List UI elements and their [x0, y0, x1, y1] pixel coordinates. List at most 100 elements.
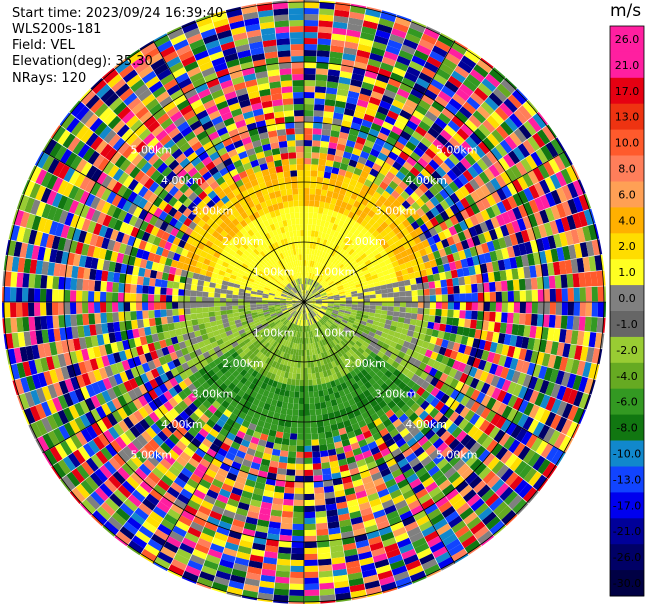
radar-gate: [360, 170, 370, 179]
radar-gate: [564, 259, 573, 274]
radar-gate: [385, 319, 392, 326]
radar-gate: [387, 292, 394, 298]
radar-gate: [405, 302, 413, 308]
radar-gate: [528, 213, 538, 228]
radar-gate: [374, 79, 388, 89]
radar-gate: [314, 492, 325, 500]
radar-gate: [391, 320, 398, 327]
radar-gate: [510, 164, 522, 179]
radar-gate: [412, 109, 425, 121]
radar-gate: [339, 297, 346, 300]
radar-gate: [313, 291, 320, 296]
radar-gate: [532, 226, 542, 240]
radar-gate: [315, 297, 322, 300]
radar-gate: [364, 259, 372, 266]
radar-gate: [292, 517, 304, 524]
radar-gate: [570, 258, 579, 274]
radar-gate: [100, 312, 108, 324]
radar-gate: [331, 250, 337, 257]
radar-gate: [602, 270, 606, 286]
radar-gate: [304, 164, 311, 171]
radar-gate: [543, 302, 551, 315]
radar-gate: [310, 415, 317, 422]
radar-gate: [402, 274, 410, 281]
radar-gate: [94, 280, 102, 292]
radar-gate: [512, 279, 520, 291]
radar-gate: [304, 577, 319, 584]
radar-gate: [344, 272, 351, 278]
radar-gate: [318, 14, 334, 22]
radar-gate: [292, 523, 304, 530]
radar-gate: [481, 78, 497, 92]
radar-gate: [319, 8, 335, 16]
radar-gate: [332, 118, 343, 126]
radar-gate: [468, 265, 476, 276]
radar-gate: [323, 252, 329, 260]
radar-gate: [412, 177, 423, 188]
radar-gate: [304, 187, 310, 195]
radar-gate: [312, 463, 322, 470]
radar-gate: [554, 275, 562, 289]
radar-gate: [519, 290, 526, 302]
radar-gate: [560, 216, 571, 232]
radar-gate: [427, 174, 438, 186]
radar-gate: [542, 276, 550, 289]
radar-gate: [318, 250, 324, 258]
radar-gate: [427, 127, 440, 139]
radar-gate: [315, 80, 327, 88]
radar-gate: [291, 547, 304, 555]
radar-gate: [469, 132, 482, 146]
radar-gate: [308, 218, 313, 225]
radar-gate: [353, 167, 363, 176]
radar-gate: [417, 295, 424, 302]
radar-gate: [483, 340, 492, 352]
radar-gate: [338, 131, 349, 140]
radar-gate: [485, 262, 494, 273]
radar-gate: [344, 310, 351, 315]
radar-gate: [320, 401, 327, 409]
radar-gate: [467, 166, 479, 179]
radar-gate: [408, 60, 424, 72]
radar-gate: [52, 315, 60, 329]
radar-gate: [306, 254, 309, 261]
radar-gate: [328, 263, 335, 270]
radar-gate: [416, 313, 424, 321]
radar-gate: [423, 61, 439, 74]
radar-gate: [433, 322, 441, 331]
radar-gate: [321, 129, 331, 136]
radar-gate: [304, 248, 307, 255]
radar-gate: [546, 124, 557, 139]
radar-gate: [22, 302, 29, 317]
radar-gate: [352, 274, 359, 280]
radar-gate: [283, 493, 294, 500]
radar-gate: [300, 373, 304, 380]
radar-gate: [226, 290, 233, 295]
radar-gate: [318, 207, 324, 214]
radar-gate: [414, 226, 424, 236]
radar-gate: [358, 93, 371, 103]
radar-gate: [341, 250, 349, 258]
radar-gate: [535, 326, 543, 339]
radar-gate: [383, 141, 394, 152]
radar-gate: [578, 194, 590, 211]
radar-gate: [478, 339, 486, 350]
radar-gate: [507, 291, 514, 302]
radar-gate: [361, 119, 373, 129]
radar-gate: [342, 221, 349, 230]
radar-gate: [361, 81, 374, 91]
radar-gate: [408, 181, 419, 192]
radar-gate: [304, 391, 309, 399]
radar-gate: [490, 216, 500, 229]
radar-gate: [419, 193, 430, 204]
radar-gate: [322, 117, 333, 125]
radar-gate: [314, 255, 319, 262]
radar-gate: [356, 224, 365, 232]
radar-gate: [349, 241, 357, 249]
radar-gate: [304, 338, 307, 344]
radar-gate: [82, 313, 90, 326]
radar-gate: [443, 331, 451, 341]
radar-gate: [504, 135, 518, 150]
radar-gate: [321, 462, 331, 469]
radar-gate: [327, 298, 334, 301]
radar-gate: [431, 266, 439, 275]
